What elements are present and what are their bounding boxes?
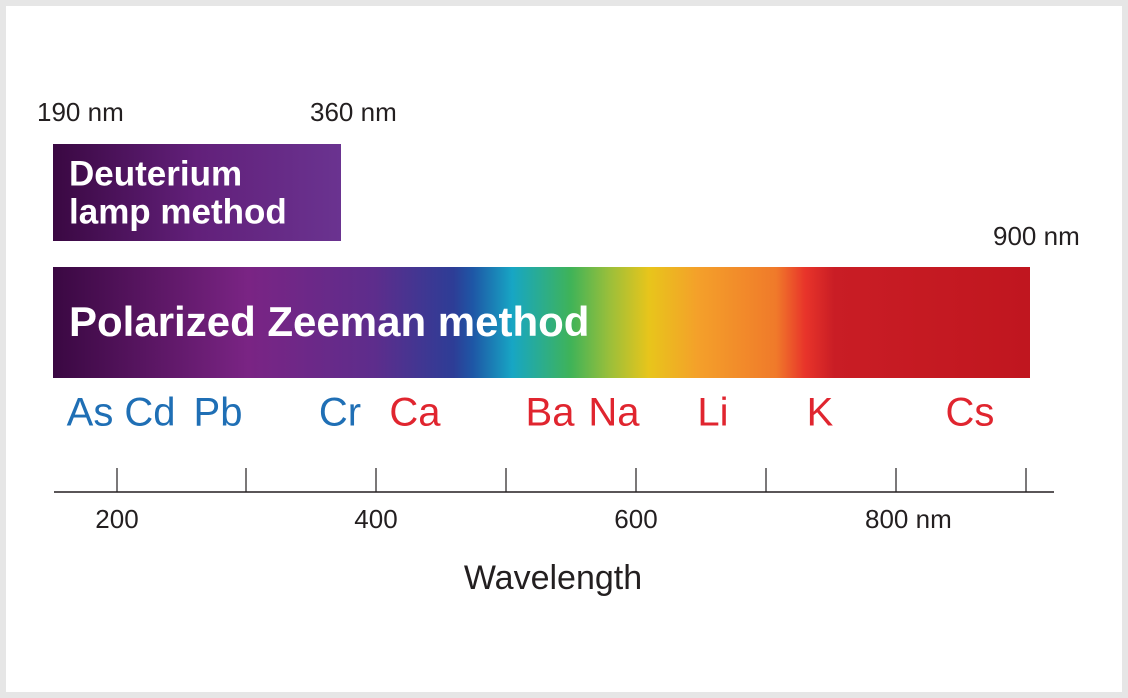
range-label: 900 nm — [993, 221, 1080, 251]
deuterium-label: lamp method — [69, 192, 287, 231]
element-label: Ba — [526, 391, 576, 435]
element-label: Cr — [319, 391, 361, 435]
element-label: As — [67, 391, 114, 435]
deuterium-label: Deuterium — [69, 154, 242, 193]
tick-label: 200 — [95, 504, 138, 534]
axis-title: Wavelength — [464, 559, 642, 597]
element-label: Li — [697, 391, 728, 435]
zeeman-bar — [53, 267, 1030, 378]
element-label: Ca — [389, 391, 441, 435]
element-label: Cd — [124, 391, 175, 435]
element-label: Cs — [946, 391, 995, 435]
tick-label: 600 — [614, 504, 657, 534]
tick-label: 400 — [354, 504, 397, 534]
range-label: 190 nm — [37, 97, 124, 127]
element-label: Pb — [194, 391, 243, 435]
element-label: Na — [588, 391, 640, 435]
element-label: K — [807, 391, 834, 435]
tick-label: 800 nm — [865, 504, 952, 534]
zeeman-label: Polarized Zeeman method — [69, 298, 589, 345]
deuterium-bar — [53, 144, 341, 241]
range-label: 360 nm — [310, 97, 397, 127]
